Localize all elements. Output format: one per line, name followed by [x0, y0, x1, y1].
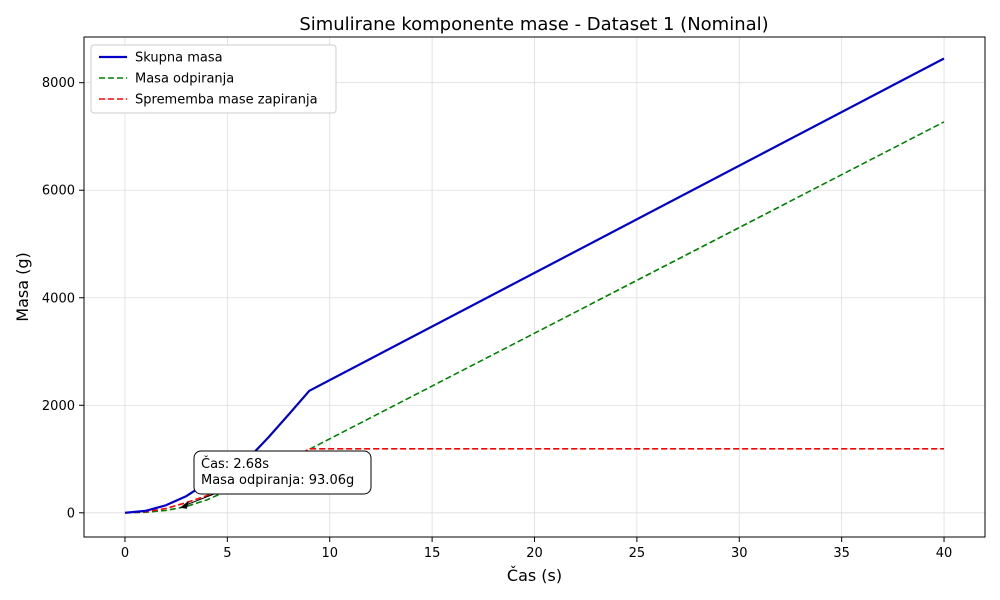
- legend-label-1: Skupna masa: [135, 51, 223, 66]
- x-tick-label: 30: [731, 546, 748, 561]
- y-tick-label: 4000: [42, 291, 75, 306]
- y-tick-label: 6000: [42, 184, 75, 199]
- legend-box: [90, 44, 337, 114]
- y-tick-label: 2000: [42, 399, 75, 414]
- annotation-arrowhead: [179, 500, 189, 509]
- annotation-text: Masa odpiranja: 93.06g: [201, 473, 354, 488]
- y-tick-label: 8000: [42, 76, 75, 91]
- annotation-text: Čas: 2.68s: [201, 456, 269, 472]
- grid: [84, 37, 985, 537]
- chart-title: Simulirane komponente mase - Dataset 1 (…: [299, 14, 768, 35]
- legend-label-2: Masa odpiranja: [135, 72, 234, 87]
- x-tick-label: 25: [629, 546, 646, 561]
- y-axis-label: Masa (g): [13, 252, 32, 321]
- legend: Skupna masa Masa odpiranja Sprememba mase …: [90, 44, 337, 114]
- x-tick-label: 35: [833, 546, 850, 561]
- x-tick-label: 10: [321, 546, 338, 561]
- x-tick-label: 15: [424, 546, 441, 561]
- ticks: 0 5 10 15 20 25 30 35 40 0 2000 4000 6000 8000: [42, 76, 952, 561]
- y-tick-label: 0: [67, 506, 75, 521]
- x-tick-label: 40: [936, 546, 953, 561]
- legend-label-3: Sprememba mase zapiranja: [135, 93, 318, 108]
- annotation-arrow: [183, 493, 215, 507]
- x-axis-label: Čas (s): [507, 566, 562, 585]
- x-tick-label: 20: [526, 546, 543, 561]
- x-tick-label: 5: [223, 546, 231, 561]
- annotation-box: [193, 450, 372, 495]
- x-tick-label: 0: [121, 546, 129, 561]
- series-line-2: [124, 121, 945, 514]
